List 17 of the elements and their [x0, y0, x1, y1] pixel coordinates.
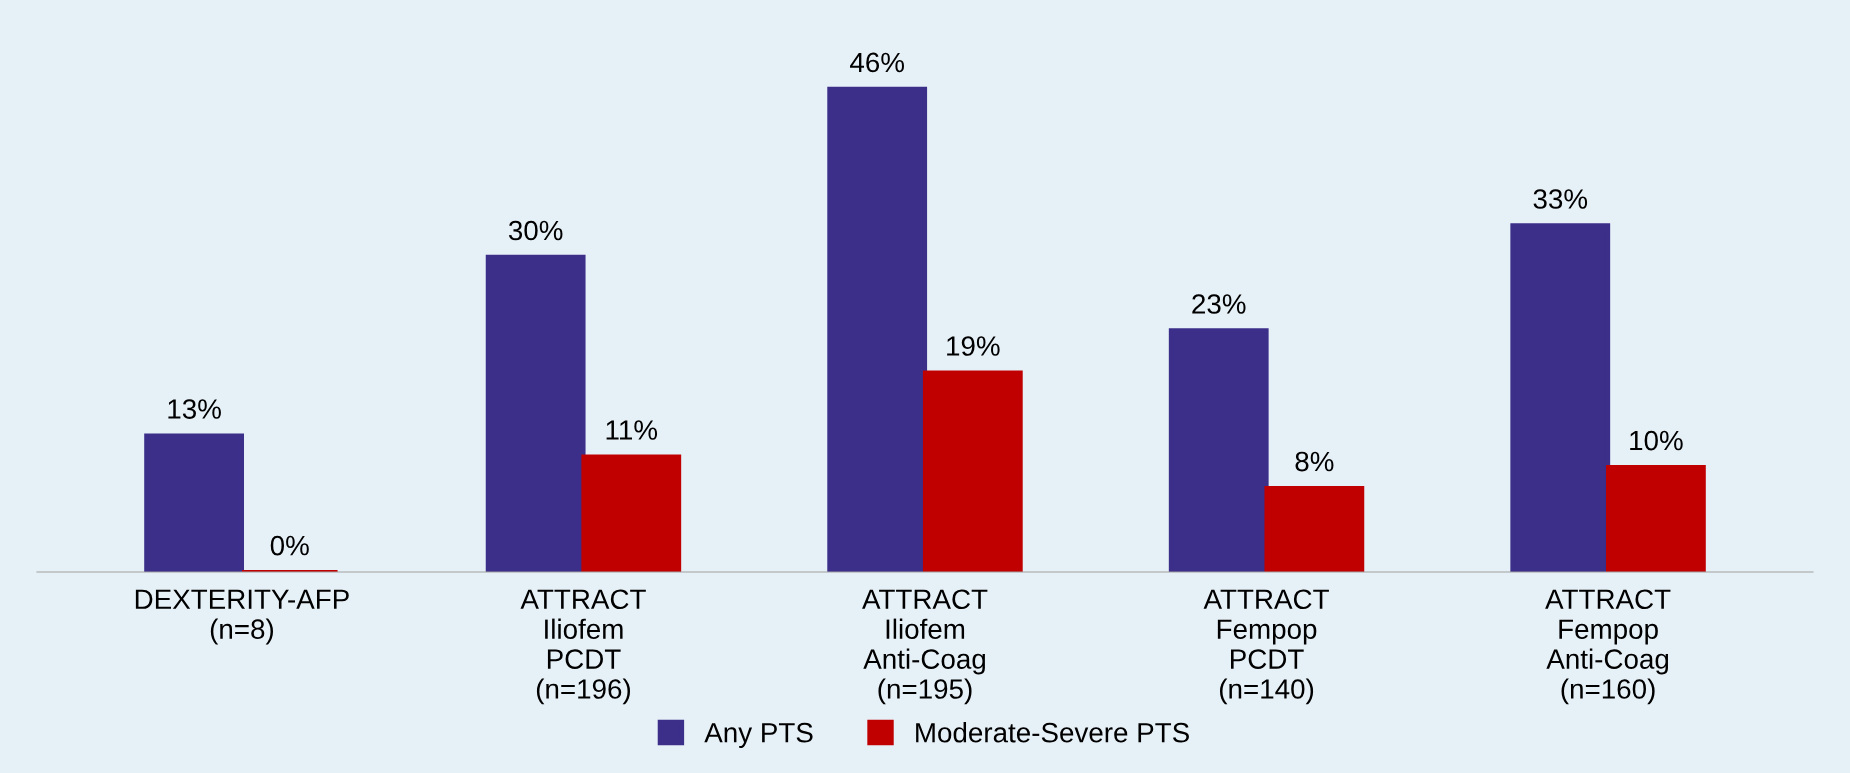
x-tick-label: DEXTERITY-AFP (n=8): [135, 589, 349, 645]
x-tick-label: ATTRACT Iliofem PCDT (n=196): [520, 589, 646, 705]
x-tick-label: ATTRACT Fempop Anti-Coag (n=160): [1545, 589, 1671, 705]
legend-label: Any PTS: [704, 722, 813, 748]
legend-label: Moderate-Severe PTS: [916, 722, 1189, 743]
data-label: 13%: [168, 399, 221, 419]
x-tick-label: ATTRACT Fempop PCDT (n=140): [1203, 589, 1329, 705]
data-label: 30%: [508, 220, 563, 241]
x-tick-label: ATTRACT Iliofem Anti-Coag (n=195): [862, 589, 988, 705]
data-label: 19%: [947, 336, 1000, 356]
data-label: 10%: [1630, 430, 1683, 451]
data-label: 46%: [850, 52, 904, 73]
data-label: 0%: [270, 535, 309, 556]
data-label: 23%: [1192, 294, 1246, 314]
data-label: 33%: [1533, 189, 1588, 209]
data-label: 8%: [1295, 451, 1334, 472]
data-label: 11%: [606, 420, 658, 440]
